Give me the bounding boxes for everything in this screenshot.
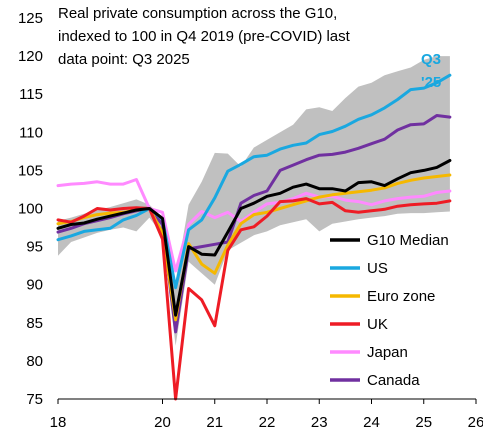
x-tick-label: 20 (154, 414, 171, 431)
legend-label-g10-median: G10 Median (367, 232, 449, 249)
y-tick-label: 105 (18, 162, 43, 179)
legend-label-canada: Canada (367, 372, 420, 389)
y-tick-label: 110 (19, 124, 43, 141)
chart-title-line-3: data point: Q3 2025 (58, 51, 190, 68)
legend-label-us: US (367, 260, 388, 277)
annotation-line-1: Q3 (421, 51, 441, 68)
y-tick-label: 85 (26, 315, 43, 332)
x-tick-label: 22 (259, 414, 276, 431)
y-tick-label: 115 (19, 86, 43, 103)
x-tick-label: 25 (415, 414, 432, 431)
series-line-g10-median (56, 159, 452, 317)
x-tick-label: 24 (363, 414, 380, 431)
chart-title-line-2: indexed to 100 in Q4 2019 (pre-COVID) la… (58, 28, 351, 45)
series-line-uk (56, 197, 452, 401)
x-tick-label: 21 (206, 414, 223, 431)
x-tick-label: 23 (311, 414, 328, 431)
y-tick-label: 75 (26, 391, 43, 408)
last-point-annotation: Q3 '25 (421, 51, 441, 91)
series-line-us (56, 73, 452, 290)
y-tick-label: 90 (26, 277, 43, 294)
x-tick-label: 26 (468, 414, 483, 431)
series-lines-layer (56, 73, 452, 401)
g10-range-band (58, 56, 450, 346)
g10-range-band-layer (58, 56, 450, 346)
x-axis-ticks: 18 20 21 22 23 24 25 26 (50, 399, 483, 431)
legend-label-euro-zone: Euro zone (367, 288, 435, 305)
chart-title: Real private consumption across the G10,… (58, 5, 351, 68)
y-tick-label: 120 (18, 48, 43, 65)
x-tick-label: 18 (50, 414, 67, 431)
axes: 18 20 21 22 23 24 25 26 75 80 85 90 95 100 105 110 115 1… (18, 10, 483, 431)
annotation-line-2: '25 (421, 74, 441, 91)
legend-label-japan: Japan (367, 344, 408, 361)
y-axis-ticks: 75 80 85 90 95 100 105 110 115 120 125 (18, 10, 43, 408)
legend-label-uk: UK (367, 316, 388, 333)
chart-title-line-1: Real private consumption across the G10, (58, 5, 337, 22)
y-tick-label: 125 (18, 10, 43, 27)
y-tick-label: 100 (18, 201, 43, 218)
y-tick-label: 95 (26, 239, 43, 256)
series-line-japan (56, 178, 452, 273)
legend: G10 Median US Euro zone UK Japan Canada (330, 232, 449, 389)
y-tick-label: 80 (26, 353, 43, 370)
